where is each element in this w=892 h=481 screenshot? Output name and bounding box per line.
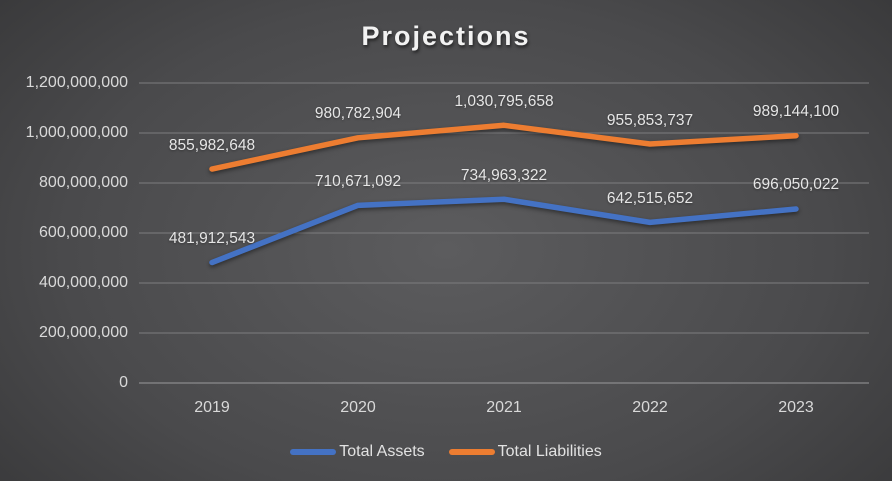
legend: Total Assets Total Liabilities (0, 438, 892, 466)
y-tick-label: 0 (119, 374, 128, 391)
data-label-total-assets-2020: 710,671,092 (314, 172, 402, 190)
y-tick-label: 1,200,000,000 (25, 74, 128, 91)
y-tick-label: 800,000,000 (39, 174, 128, 191)
y-tick-label: 600,000,000 (39, 224, 128, 241)
legend-item-total-liabilities: Total Liabilities (448, 443, 602, 461)
data-label-total-liabilities-2020: 980,782,904 (314, 105, 402, 123)
data-label-total-assets-2019: 481,912,543 (168, 230, 256, 248)
data-label-total-liabilities-2019: 855,982,648 (168, 136, 256, 154)
legend-label-total-liabilities: Total Liabilities (497, 443, 602, 460)
y-tick-label: 200,000,000 (39, 324, 128, 341)
x-tick-label-2020: 2020 (340, 399, 376, 416)
x-tick-label-2019: 2019 (194, 399, 230, 416)
x-tick-label-2022: 2022 (632, 399, 668, 416)
data-label-total-liabilities-2023: 989,144,100 (752, 103, 840, 121)
x-tick-label-2021: 2021 (486, 399, 522, 416)
data-label-total-assets-2022: 642,515,652 (606, 189, 694, 207)
y-tick-label: 1,000,000,000 (25, 124, 128, 141)
legend-swatch-total-assets (290, 449, 337, 455)
data-label-total-liabilities-2022: 955,853,737 (606, 111, 694, 129)
chart-title: Projections (361, 21, 531, 51)
legend-item-total-assets: Total Assets (290, 443, 425, 461)
legend-label-total-assets: Total Assets (339, 443, 425, 460)
series-line-total-assets (209, 196, 799, 266)
x-tick-label-2023: 2023 (778, 399, 814, 416)
series-line-total-liabilities (209, 122, 799, 172)
data-label-total-liabilities-2021: 1,030,795,658 (454, 92, 554, 110)
y-tick-label: 400,000,000 (39, 274, 128, 291)
data-label-total-assets-2023: 696,050,022 (752, 176, 840, 194)
legend-swatch-total-liabilities (448, 449, 495, 455)
data-label-total-assets-2021: 734,963,322 (460, 166, 548, 184)
